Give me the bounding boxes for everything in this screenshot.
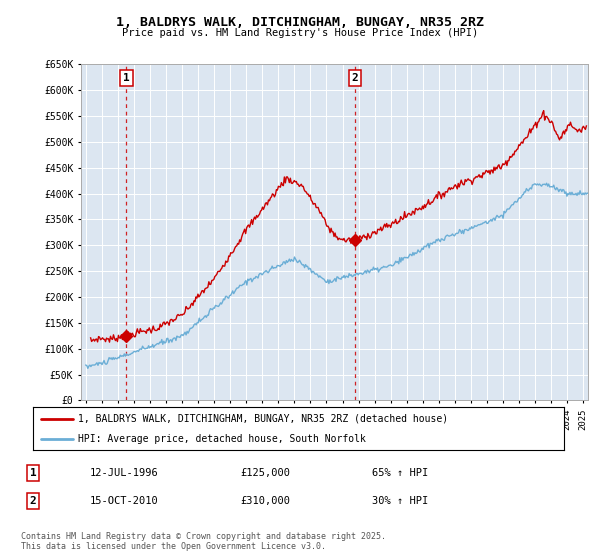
Text: 2: 2 (352, 73, 359, 83)
Text: £125,000: £125,000 (240, 468, 290, 478)
Text: £310,000: £310,000 (240, 496, 290, 506)
Text: 1, BALDRYS WALK, DITCHINGHAM, BUNGAY, NR35 2RZ: 1, BALDRYS WALK, DITCHINGHAM, BUNGAY, NR… (116, 16, 484, 29)
Text: 15-OCT-2010: 15-OCT-2010 (90, 496, 159, 506)
Text: 12-JUL-1996: 12-JUL-1996 (90, 468, 159, 478)
Text: 2: 2 (29, 496, 37, 506)
Text: HPI: Average price, detached house, South Norfolk: HPI: Average price, detached house, Sout… (78, 435, 366, 445)
Text: 1: 1 (123, 73, 130, 83)
Text: Contains HM Land Registry data © Crown copyright and database right 2025.
This d: Contains HM Land Registry data © Crown c… (21, 532, 386, 552)
Text: 65% ↑ HPI: 65% ↑ HPI (372, 468, 428, 478)
Text: 1: 1 (29, 468, 37, 478)
Text: 1, BALDRYS WALK, DITCHINGHAM, BUNGAY, NR35 2RZ (detached house): 1, BALDRYS WALK, DITCHINGHAM, BUNGAY, NR… (78, 414, 448, 424)
Text: Price paid vs. HM Land Registry's House Price Index (HPI): Price paid vs. HM Land Registry's House … (122, 28, 478, 38)
Text: 30% ↑ HPI: 30% ↑ HPI (372, 496, 428, 506)
